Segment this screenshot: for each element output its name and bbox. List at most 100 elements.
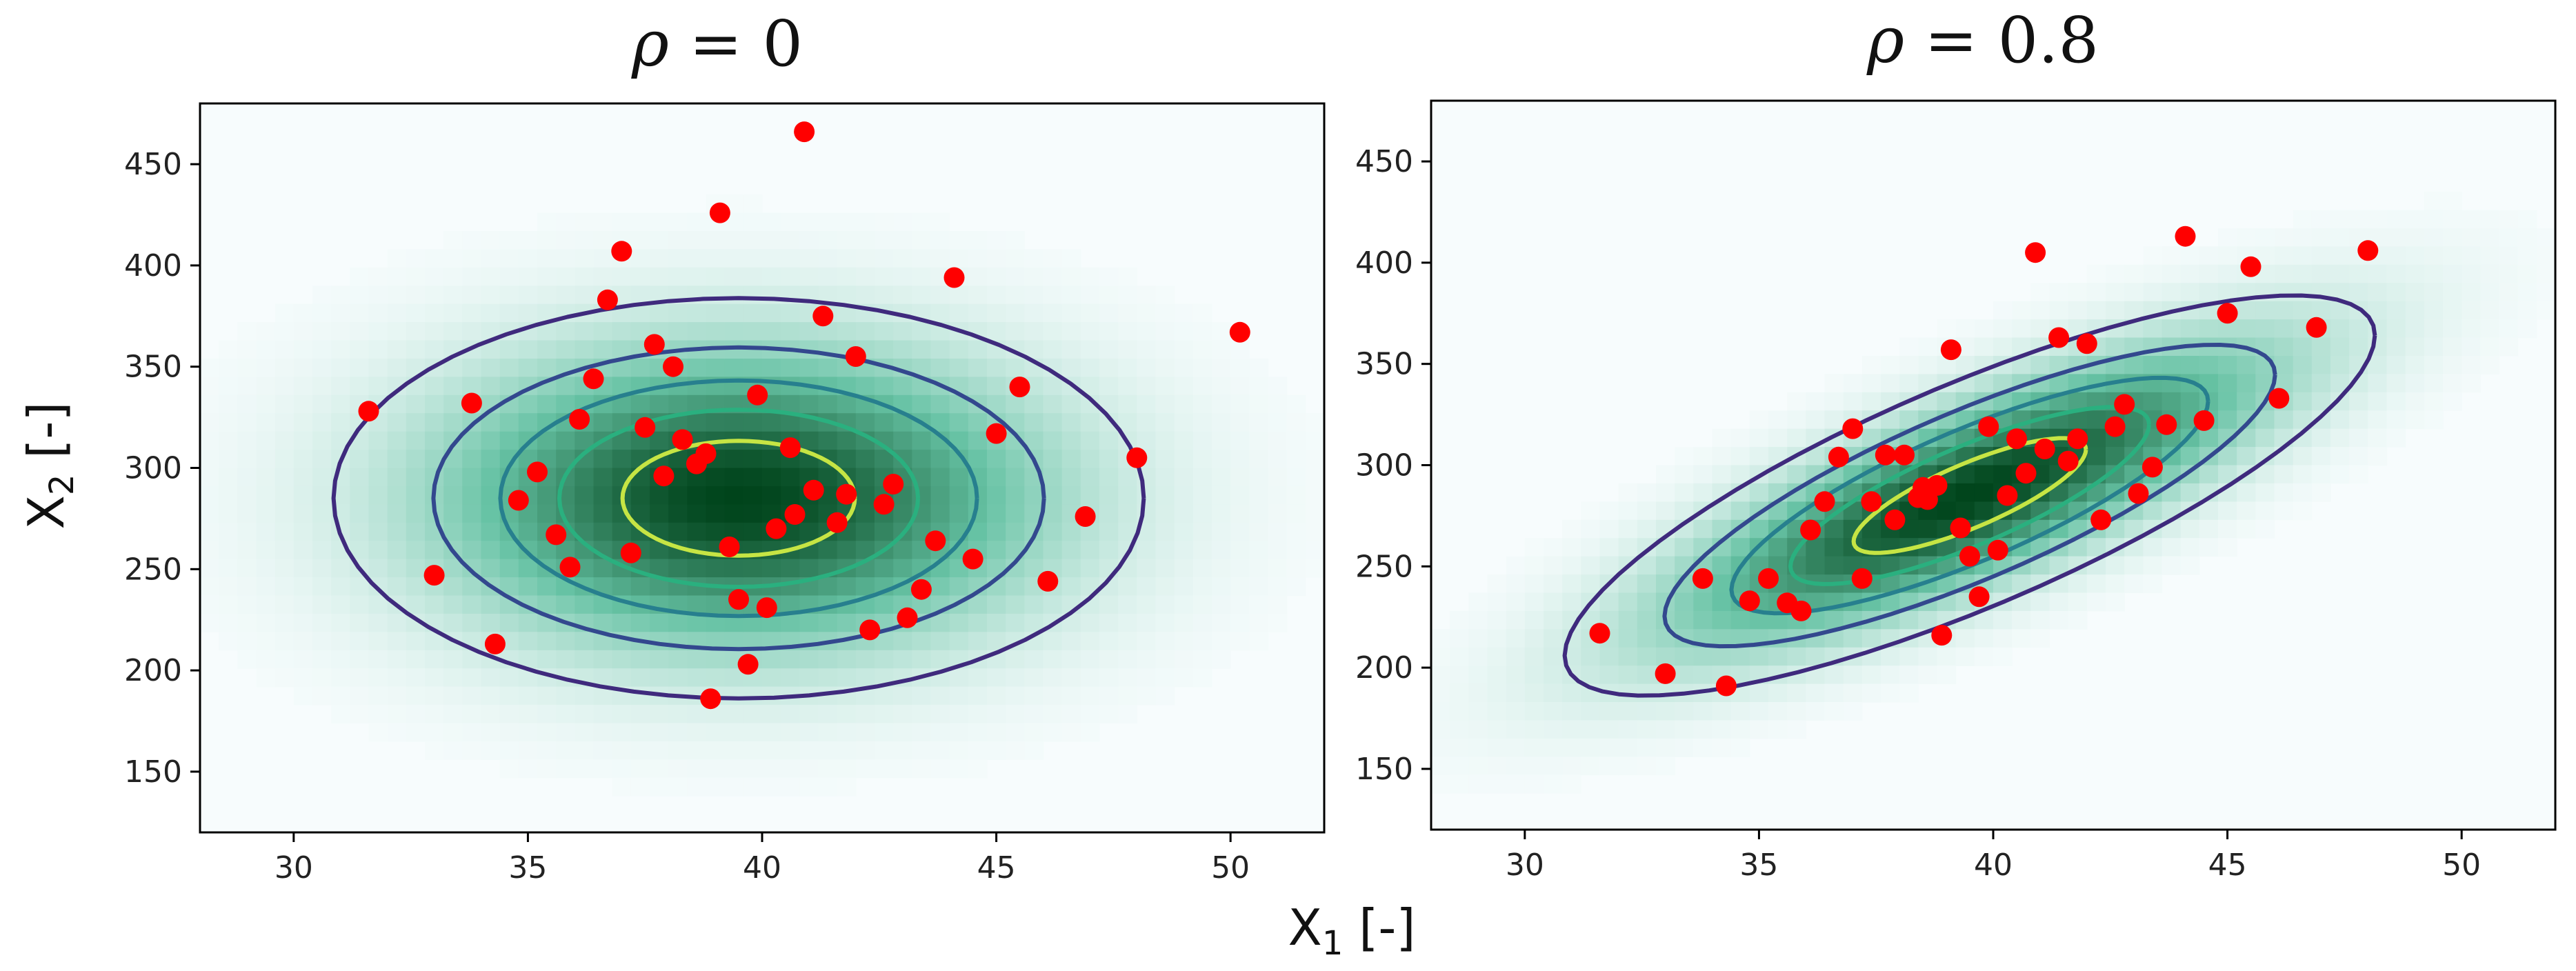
density-cell xyxy=(274,577,294,597)
density-cell xyxy=(2480,301,2500,320)
density-cell xyxy=(799,668,819,688)
density-cell xyxy=(1024,650,1044,669)
y-tick-label: 400 xyxy=(1355,246,1413,281)
density-cell xyxy=(1730,447,1750,466)
density-cell xyxy=(2012,610,2031,630)
density-cell xyxy=(312,559,332,578)
density-cell xyxy=(256,559,276,578)
density-cell xyxy=(1118,468,1137,487)
density-cell xyxy=(237,650,257,669)
density-cell xyxy=(274,632,294,651)
density-cell xyxy=(2443,283,2462,302)
density-cell xyxy=(425,249,444,268)
scatter-points xyxy=(358,121,1250,710)
density-cell xyxy=(2386,356,2406,374)
density-cell xyxy=(556,741,575,760)
density-cell xyxy=(1286,468,1306,487)
density-cell xyxy=(518,286,538,305)
density-cell xyxy=(1118,668,1137,688)
density-cell xyxy=(2311,246,2331,266)
density-cell xyxy=(724,359,744,377)
density-cell xyxy=(855,286,875,305)
density-cell xyxy=(1286,522,1306,541)
density-cell xyxy=(2499,246,2519,266)
density-cell xyxy=(2405,264,2425,283)
data-point xyxy=(1842,418,1864,439)
density-cell xyxy=(443,705,463,723)
density-cell xyxy=(1174,322,1194,341)
density-cell xyxy=(1174,577,1194,597)
density-cell xyxy=(312,359,332,377)
density-cell xyxy=(1099,668,1119,688)
density-cell xyxy=(912,249,932,268)
density-cell xyxy=(1487,592,1507,612)
density-cell xyxy=(1174,541,1194,560)
density-cell xyxy=(2030,301,2050,320)
density-cell xyxy=(781,705,800,723)
density-cell xyxy=(593,231,613,250)
density-cell xyxy=(1024,668,1044,688)
density-cell xyxy=(406,468,426,487)
density-cell xyxy=(743,212,763,232)
density-cell xyxy=(1192,431,1212,450)
density-cell xyxy=(1806,392,1826,411)
density-cell xyxy=(837,322,857,341)
data-point xyxy=(2306,317,2327,338)
density-cell xyxy=(818,541,838,560)
density-cell xyxy=(387,359,407,377)
density-cell xyxy=(1730,610,1750,630)
density-cell xyxy=(1024,705,1044,723)
density-cell xyxy=(2330,465,2350,484)
density-cell xyxy=(1268,377,1288,396)
density-cell xyxy=(706,485,726,505)
density-cell xyxy=(1268,468,1288,487)
density-cell xyxy=(2199,283,2219,302)
density-cell xyxy=(1693,538,1713,557)
density-cell xyxy=(724,267,744,286)
density-cell xyxy=(368,504,388,523)
density-cell xyxy=(2311,210,2331,229)
data-point xyxy=(719,537,740,557)
density-cell xyxy=(1155,322,1175,341)
density-cell xyxy=(837,577,857,597)
density-cell xyxy=(1562,757,1581,776)
density-cell xyxy=(912,394,932,414)
density-cell xyxy=(612,322,632,341)
density-cell xyxy=(987,632,1006,651)
density-cell xyxy=(949,504,969,523)
density-cell xyxy=(425,394,444,414)
density-cell xyxy=(331,632,350,651)
density-cell xyxy=(799,559,819,578)
density-cell xyxy=(1006,394,1025,414)
density-cell xyxy=(1544,702,1563,721)
density-cell xyxy=(1693,665,1713,685)
data-point xyxy=(756,597,777,619)
density-cell xyxy=(1212,394,1231,414)
density-cell xyxy=(668,231,688,250)
density-cell xyxy=(2462,283,2481,302)
data-point xyxy=(1655,663,1676,684)
density-cell xyxy=(1155,340,1175,359)
density-cell xyxy=(687,741,707,760)
density-cell xyxy=(1249,485,1269,505)
density-cell xyxy=(1787,428,1806,448)
density-cell xyxy=(2386,392,2406,411)
density-cell xyxy=(2237,519,2256,539)
density-cell xyxy=(312,303,332,323)
density-cell xyxy=(818,267,838,286)
density-cell xyxy=(1712,720,1732,739)
data-point xyxy=(1950,517,1971,539)
density-cell xyxy=(368,468,388,487)
density-cell xyxy=(2293,392,2313,411)
density-cell xyxy=(724,559,744,578)
density-cell xyxy=(743,777,763,797)
density-cell xyxy=(1824,683,1844,703)
density-cell xyxy=(200,450,219,469)
density-cell xyxy=(2330,337,2350,357)
density-cell xyxy=(462,468,482,487)
density-cell xyxy=(706,504,726,523)
density-cell xyxy=(1749,683,1769,703)
density-cell xyxy=(1061,359,1081,377)
density-cell xyxy=(1824,392,1844,411)
density-cell xyxy=(799,759,819,779)
